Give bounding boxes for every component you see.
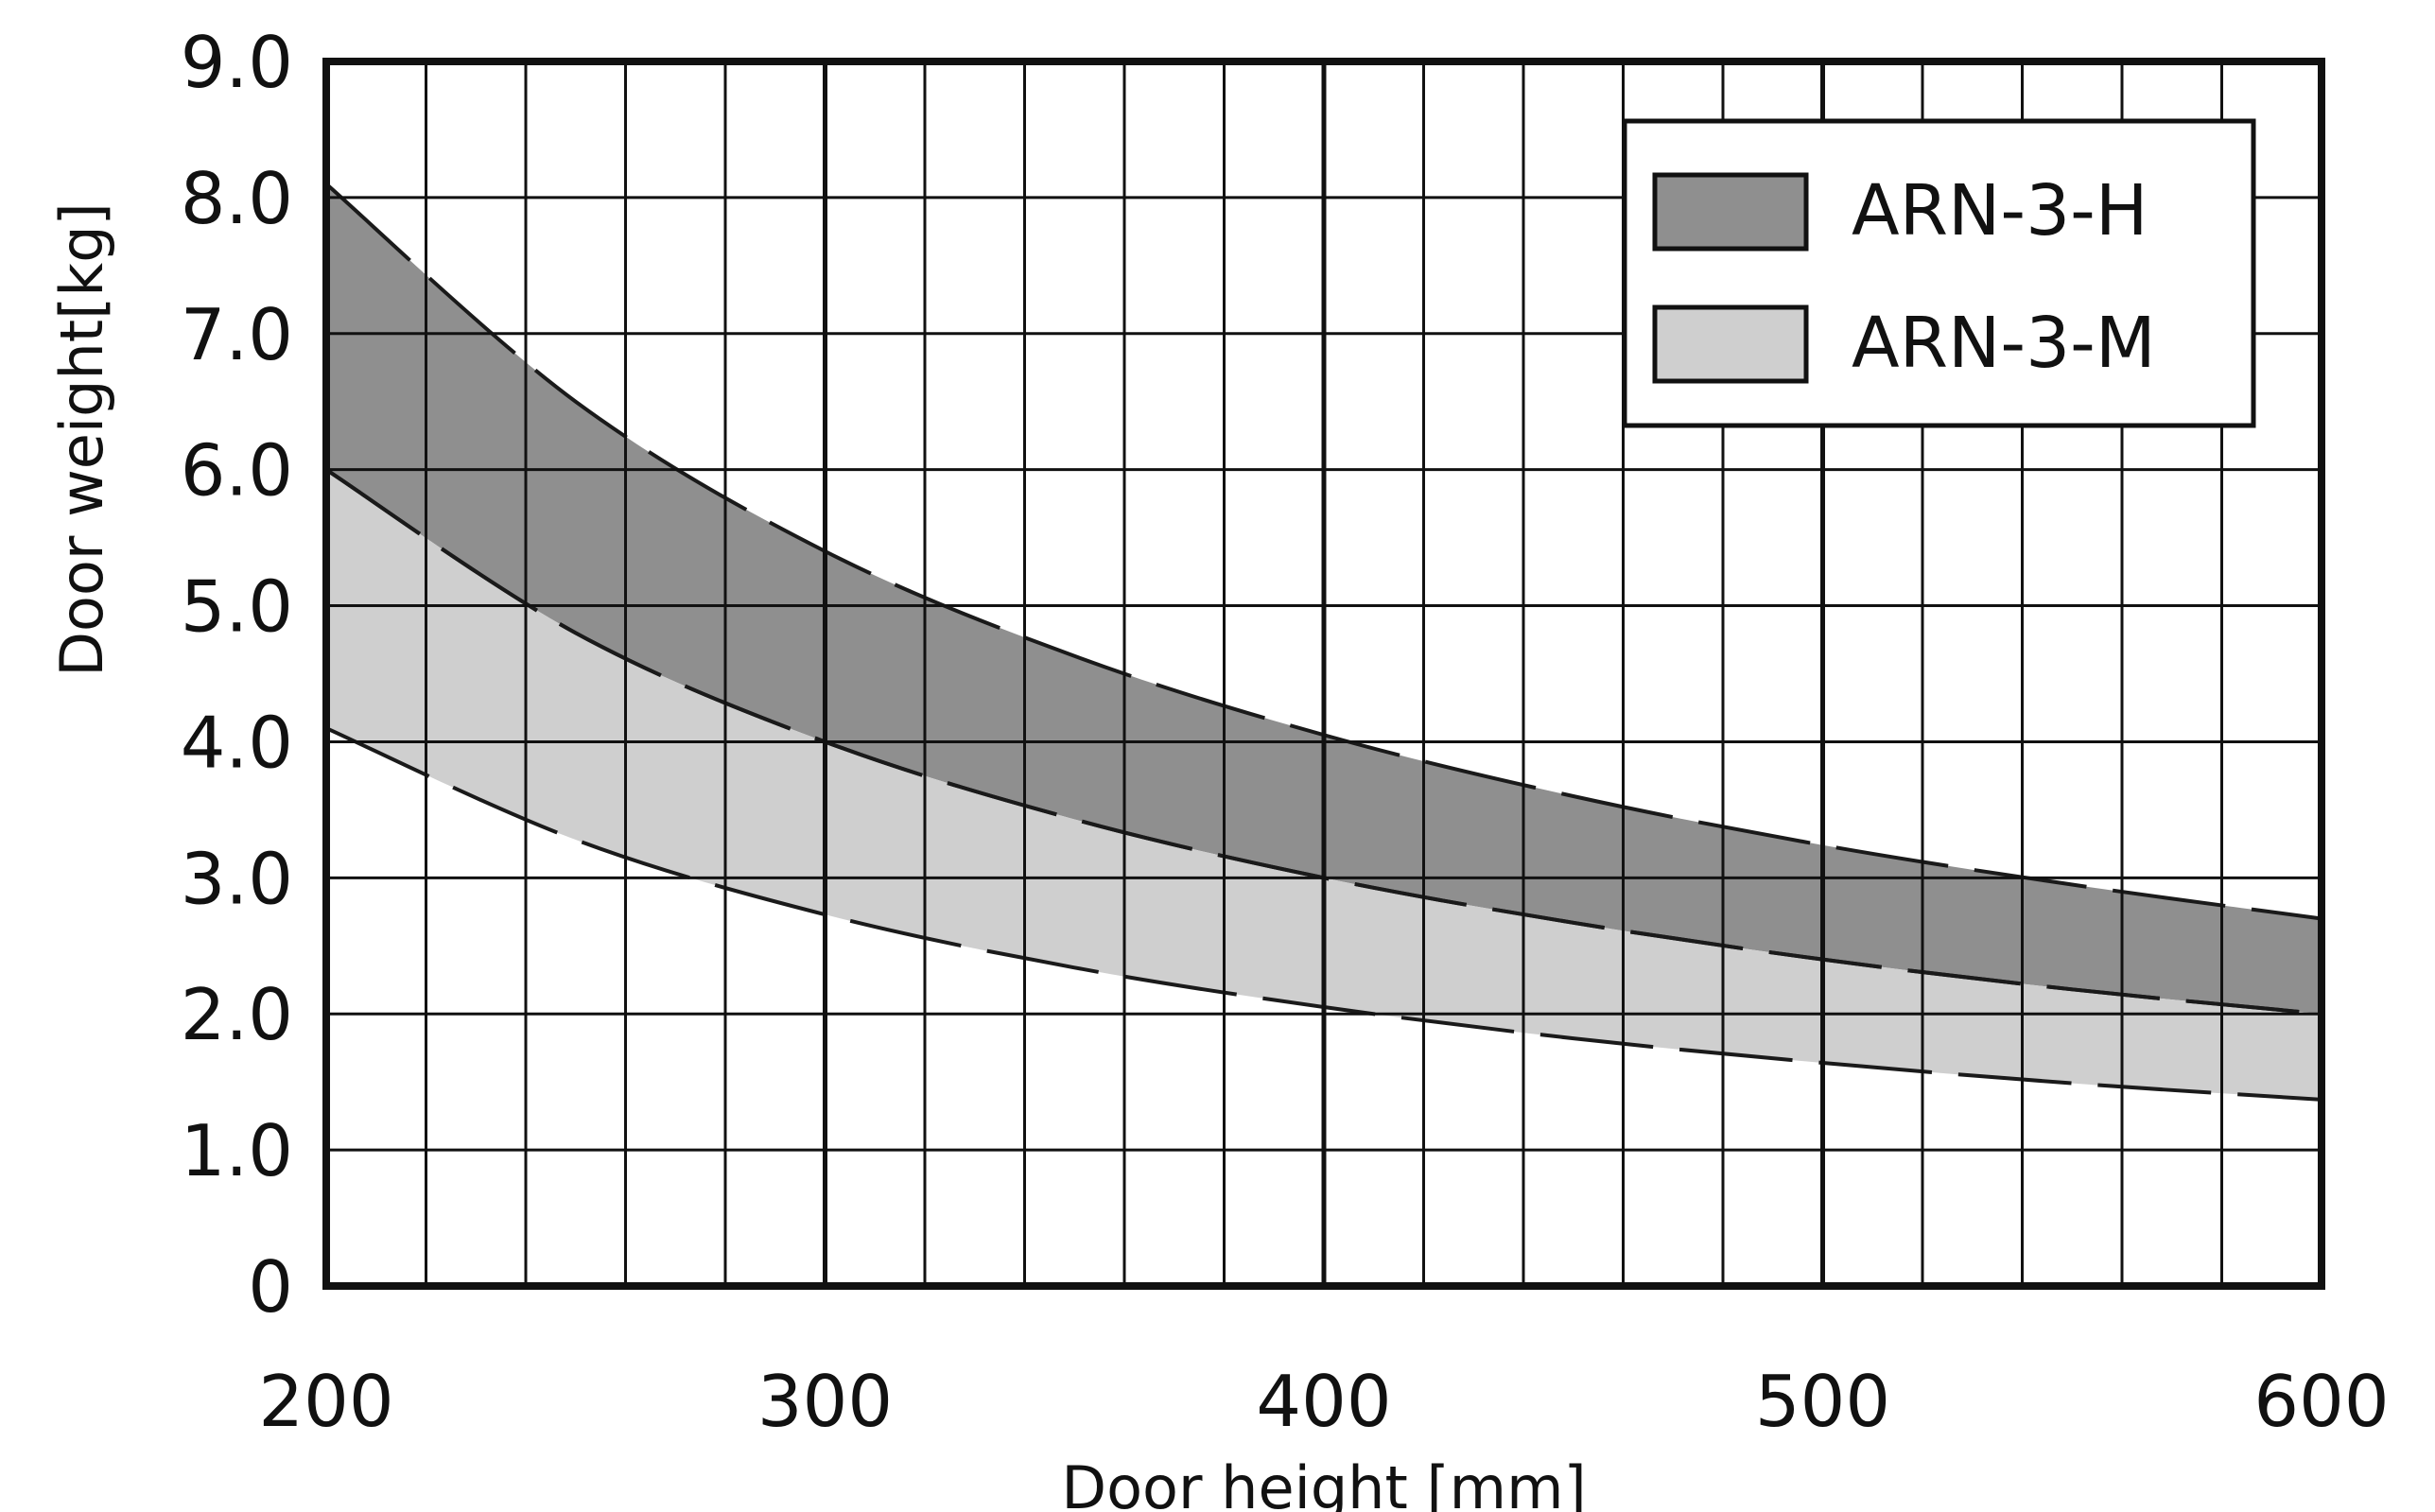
x-axis-ticks: 200 300 400 500 600 xyxy=(258,1360,2389,1443)
y-axis-ticks: 0 1.0 2.0 3.0 4.0 5.0 6.0 7.0 8.0 9.0 xyxy=(181,21,293,1329)
x-tick-label: 200 xyxy=(258,1360,393,1443)
y-axis-title: Door weight[kg] xyxy=(47,202,116,676)
legend-swatch-arn-3-m xyxy=(1652,304,1809,384)
x-tick-label: 400 xyxy=(1256,1360,1391,1443)
x-tick-label: 600 xyxy=(2253,1360,2389,1443)
legend-label-arn-3-h: ARN-3-H xyxy=(1852,170,2148,252)
curve-arn-3-h-upper xyxy=(324,182,2322,921)
x-axis-title: Door height [mm] xyxy=(1061,1453,1586,1512)
y-tick-label: 7.0 xyxy=(181,293,293,376)
plot-frame xyxy=(322,58,2325,1290)
legend: ARN-3-H ARN-3-M xyxy=(1622,118,2256,428)
y-tick-label: 4.0 xyxy=(181,701,293,784)
y-tick-label: 9.0 xyxy=(181,21,293,104)
legend-label-arn-3-m: ARN-3-M xyxy=(1852,303,2156,384)
x-tick-label: 300 xyxy=(757,1360,893,1443)
y-tick-label: 2.0 xyxy=(181,973,293,1056)
y-tick-label: 5.0 xyxy=(181,565,293,649)
legend-swatch-arn-3-h xyxy=(1652,172,1809,252)
y-tick-label: 8.0 xyxy=(181,157,293,240)
y-tick-label: 3.0 xyxy=(181,837,293,920)
x-tick-label: 500 xyxy=(1755,1360,1890,1443)
y-tick-label: 0 xyxy=(248,1245,293,1329)
y-tick-label: 1.0 xyxy=(181,1109,293,1192)
y-tick-label: 6.0 xyxy=(181,429,293,513)
